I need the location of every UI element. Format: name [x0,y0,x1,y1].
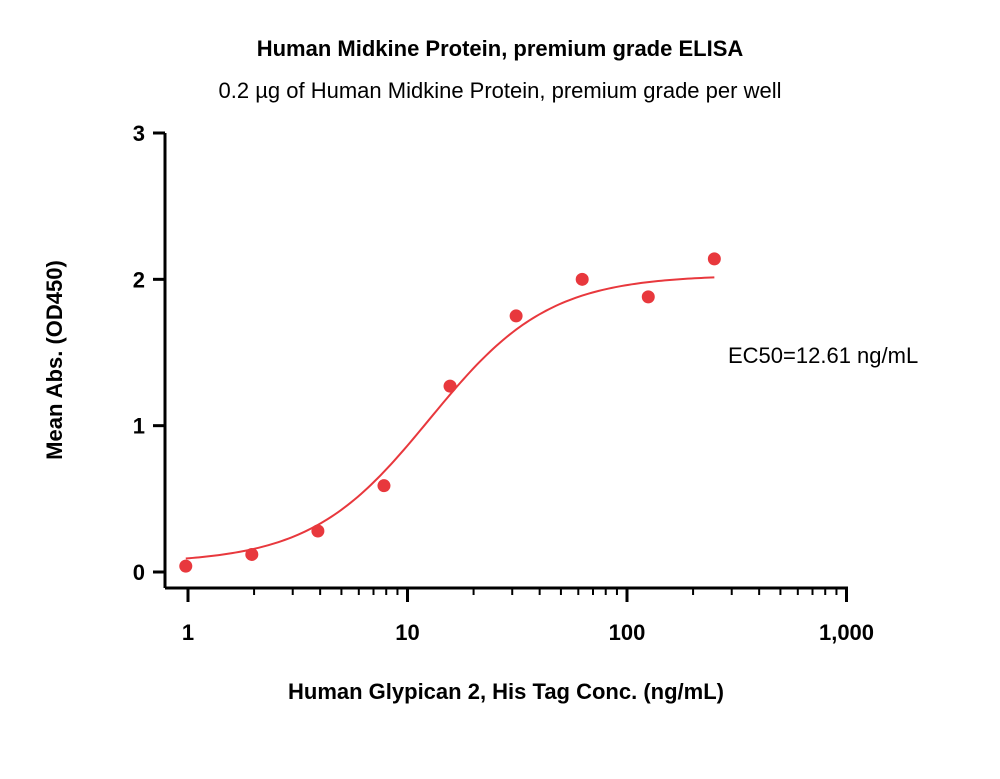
data-points [179,252,721,573]
y-axis-title: Mean Abs. (OD450) [42,260,67,460]
fit-curve-line [185,276,715,560]
data-point [707,252,721,266]
data-point [509,309,523,323]
y-tick-label: 0 [133,560,145,585]
x-tick-label: 1,000 [819,620,874,645]
x-axis-ticks: 1 10 100 1,000 [182,588,874,645]
data-point [377,479,391,493]
x-tick-label: 1 [182,620,194,645]
y-tick-label: 1 [133,414,145,439]
x-axis-title: Human Glypican 2, His Tag Conc. (ng/mL) [288,679,724,704]
x-tick-label: 10 [395,620,419,645]
data-point [179,559,193,573]
x-tick-label: 100 [609,620,646,645]
y-tick-label: 3 [133,121,145,146]
chart-title: Human Midkine Protein, premium grade ELI… [257,36,744,61]
data-point [641,290,655,304]
data-point [245,547,259,561]
y-tick-label: 2 [133,267,145,292]
y-axis-ticks: 0 1 2 3 [133,121,165,585]
data-point [311,524,325,538]
data-point [443,379,457,393]
chart-subtitle: 0.2 µg of Human Midkine Protein, premium… [219,78,782,103]
data-point [575,272,589,286]
ec50-annotation: EC50=12.61 ng/mL [728,343,918,368]
